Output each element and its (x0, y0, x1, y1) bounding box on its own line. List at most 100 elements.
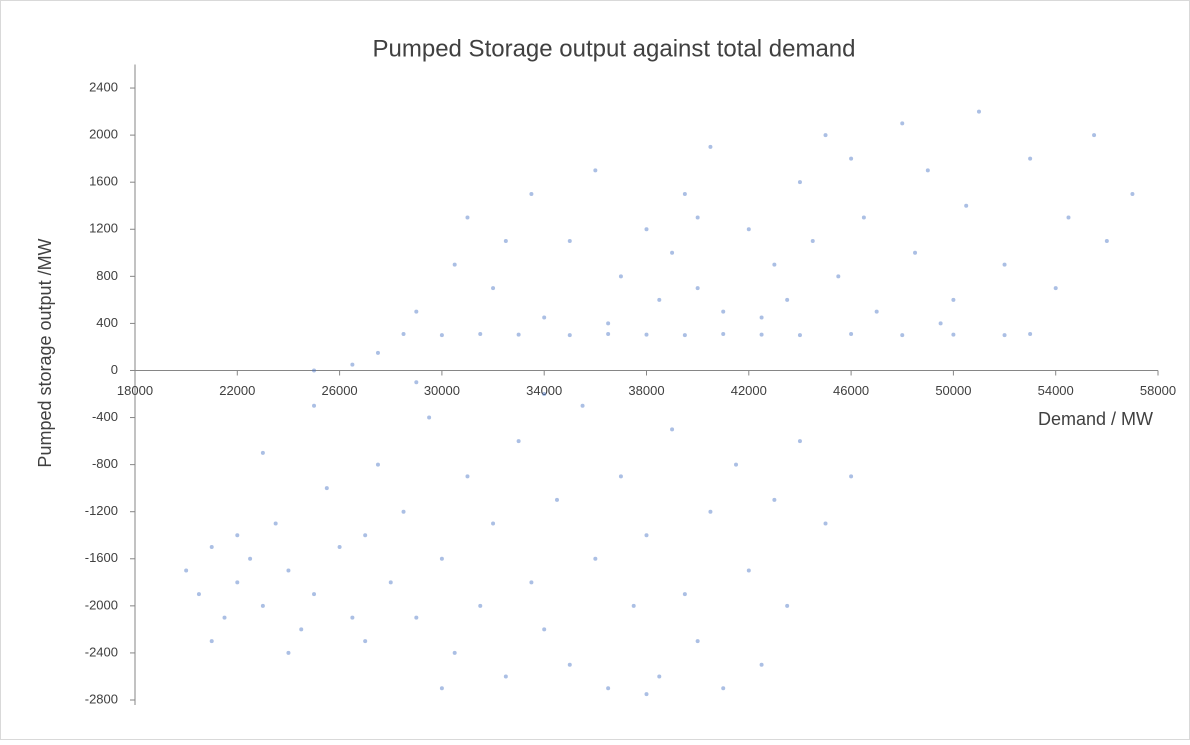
x-tick-label: 22000 (219, 383, 255, 398)
scatter-point (478, 603, 483, 608)
y-tick-label: 2000 (89, 127, 118, 142)
scatter-point (593, 556, 598, 561)
scatter-point (375, 350, 380, 355)
scatter-point (670, 427, 675, 432)
scatter-point (414, 309, 419, 314)
scatter-point (976, 109, 981, 114)
scatter-point (439, 686, 444, 691)
scatter-point (951, 297, 956, 302)
scatter-point (1002, 262, 1007, 267)
scatter-point (849, 331, 854, 336)
scatter-point (478, 331, 483, 336)
scatter-point (184, 568, 189, 573)
scatter-point (196, 592, 201, 597)
scatter-point (542, 392, 547, 397)
scatter-point (401, 331, 406, 336)
y-tick-label: -800 (92, 456, 118, 471)
scatter-point (759, 662, 764, 667)
scatter-point (606, 686, 611, 691)
scatter-point (1130, 191, 1135, 196)
scatter-point (350, 362, 355, 367)
x-tick-label: 58000 (1140, 383, 1176, 398)
scatter-point (337, 545, 342, 550)
scatter-point (708, 509, 713, 514)
scatter-point (248, 556, 253, 561)
y-tick-label: 2400 (89, 79, 118, 94)
x-tick-label: 50000 (935, 383, 971, 398)
scatter-point (350, 615, 355, 620)
x-tick-label: 18000 (117, 383, 153, 398)
scatter-point (1092, 133, 1097, 138)
scatter-point (452, 650, 457, 655)
scatter-point (721, 331, 726, 336)
scatter-point (414, 380, 419, 385)
scatter-point (938, 321, 943, 326)
scatter-point (695, 286, 700, 291)
scatter-point (401, 509, 406, 514)
scatter-point (631, 603, 636, 608)
scatter-point (286, 650, 291, 655)
scatter-point (388, 580, 393, 585)
scatter-point (273, 521, 278, 526)
scatter-point (452, 262, 457, 267)
scatter-point (849, 474, 854, 479)
scatter-point (1028, 156, 1033, 161)
scatter-point (785, 603, 790, 608)
scatter-point (785, 297, 790, 302)
chart-title: Pumped Storage output against total dema… (373, 35, 856, 62)
scatter-point (542, 627, 547, 632)
scatter-point (964, 203, 969, 208)
scatter-point (1002, 333, 1007, 338)
scatter-point (644, 332, 649, 337)
y-tick-label: -1600 (85, 550, 118, 565)
y-tick-label: -1200 (85, 503, 118, 518)
y-tick-label: 1200 (89, 221, 118, 236)
scatter-point (567, 333, 572, 338)
scatter-point (644, 692, 649, 697)
scatter-point (695, 639, 700, 644)
scatter-point (222, 615, 227, 620)
y-tick-label: 0 (111, 362, 118, 377)
scatter-point (286, 568, 291, 573)
scatter-point (209, 545, 214, 550)
scatter-point (503, 239, 508, 244)
scatter-point (951, 332, 956, 337)
scatter-point (759, 332, 764, 337)
scatter-point (465, 474, 470, 479)
scatter-point (618, 274, 623, 279)
scatter-point (823, 133, 828, 138)
x-tick-label: 26000 (322, 383, 358, 398)
y-tick-label: 800 (96, 268, 118, 283)
scatter-point (235, 533, 240, 538)
scatter-point (797, 333, 802, 338)
scatter-point (439, 556, 444, 561)
scatter-point (913, 250, 918, 255)
scatter-point (491, 521, 496, 526)
scatter-point (299, 627, 304, 632)
scatter-point (235, 580, 240, 585)
scatter-point (209, 639, 214, 644)
scatter-point (260, 450, 265, 455)
scatter-point (644, 533, 649, 538)
scatter-point (427, 415, 432, 420)
scatter-point (836, 274, 841, 279)
scatter-point (606, 331, 611, 336)
scatter-point (516, 439, 521, 444)
scatter-point (849, 156, 854, 161)
scatter-point (606, 321, 611, 326)
scatter-point (682, 592, 687, 597)
scatter-point (363, 533, 368, 538)
scatter-point (734, 462, 739, 467)
scatter-point (797, 180, 802, 185)
scatter-point (324, 486, 329, 491)
scatter-point (900, 333, 905, 338)
scatter-point (554, 497, 559, 502)
x-tick-label: 46000 (833, 383, 869, 398)
scatter-point (312, 403, 317, 408)
x-tick-label: 34000 (526, 383, 562, 398)
scatter-point (874, 309, 879, 314)
x-tick-label: 54000 (1038, 383, 1074, 398)
scatter-point (542, 315, 547, 320)
scatter-point (567, 662, 572, 667)
scatter-point (900, 121, 905, 126)
